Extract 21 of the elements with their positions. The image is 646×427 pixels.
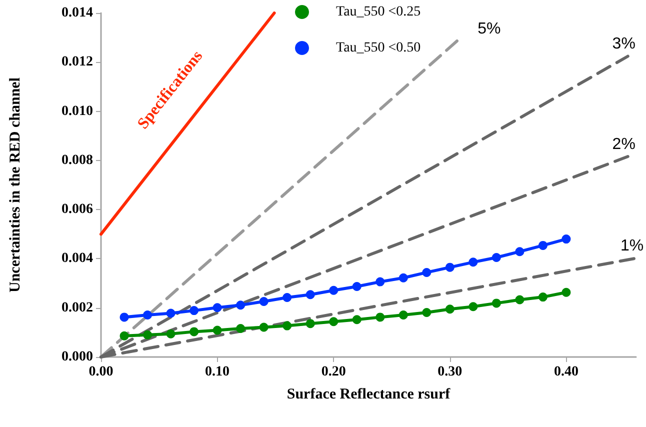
legend-label: Tau_550 <0.50 (336, 40, 421, 56)
y-tick-label: 0.006 (62, 202, 93, 218)
x-tick-label: 0.40 (554, 364, 578, 380)
x-tick-label: 0.30 (438, 364, 462, 380)
series-label: 2% (612, 136, 636, 153)
y-tick-label: 0.010 (62, 104, 93, 119)
x-axis-title: Surface Reflectance rsurf (286, 386, 452, 402)
series-label: 3% (612, 36, 636, 53)
legend-label: Tau_550 <0.25 (336, 4, 421, 20)
y-tick-label: 0.008 (62, 152, 93, 168)
x-tick-label: 0.20 (321, 364, 346, 380)
x-tick-label: 0.10 (205, 364, 230, 380)
series-label: 5% (478, 20, 501, 38)
x-tick-label: 0.00 (88, 364, 114, 380)
y-tick-label: 0.012 (62, 54, 93, 70)
y-tick-label: 0.000 (62, 350, 93, 364)
y-tick-label: 0.002 (62, 300, 93, 316)
y-tick-label: 0.004 (62, 251, 93, 266)
series-label: 1% (620, 238, 644, 255)
y-tick-label: 0.014 (62, 6, 93, 20)
y-axis-title: Uncertainties in the RED channel (8, 78, 24, 292)
